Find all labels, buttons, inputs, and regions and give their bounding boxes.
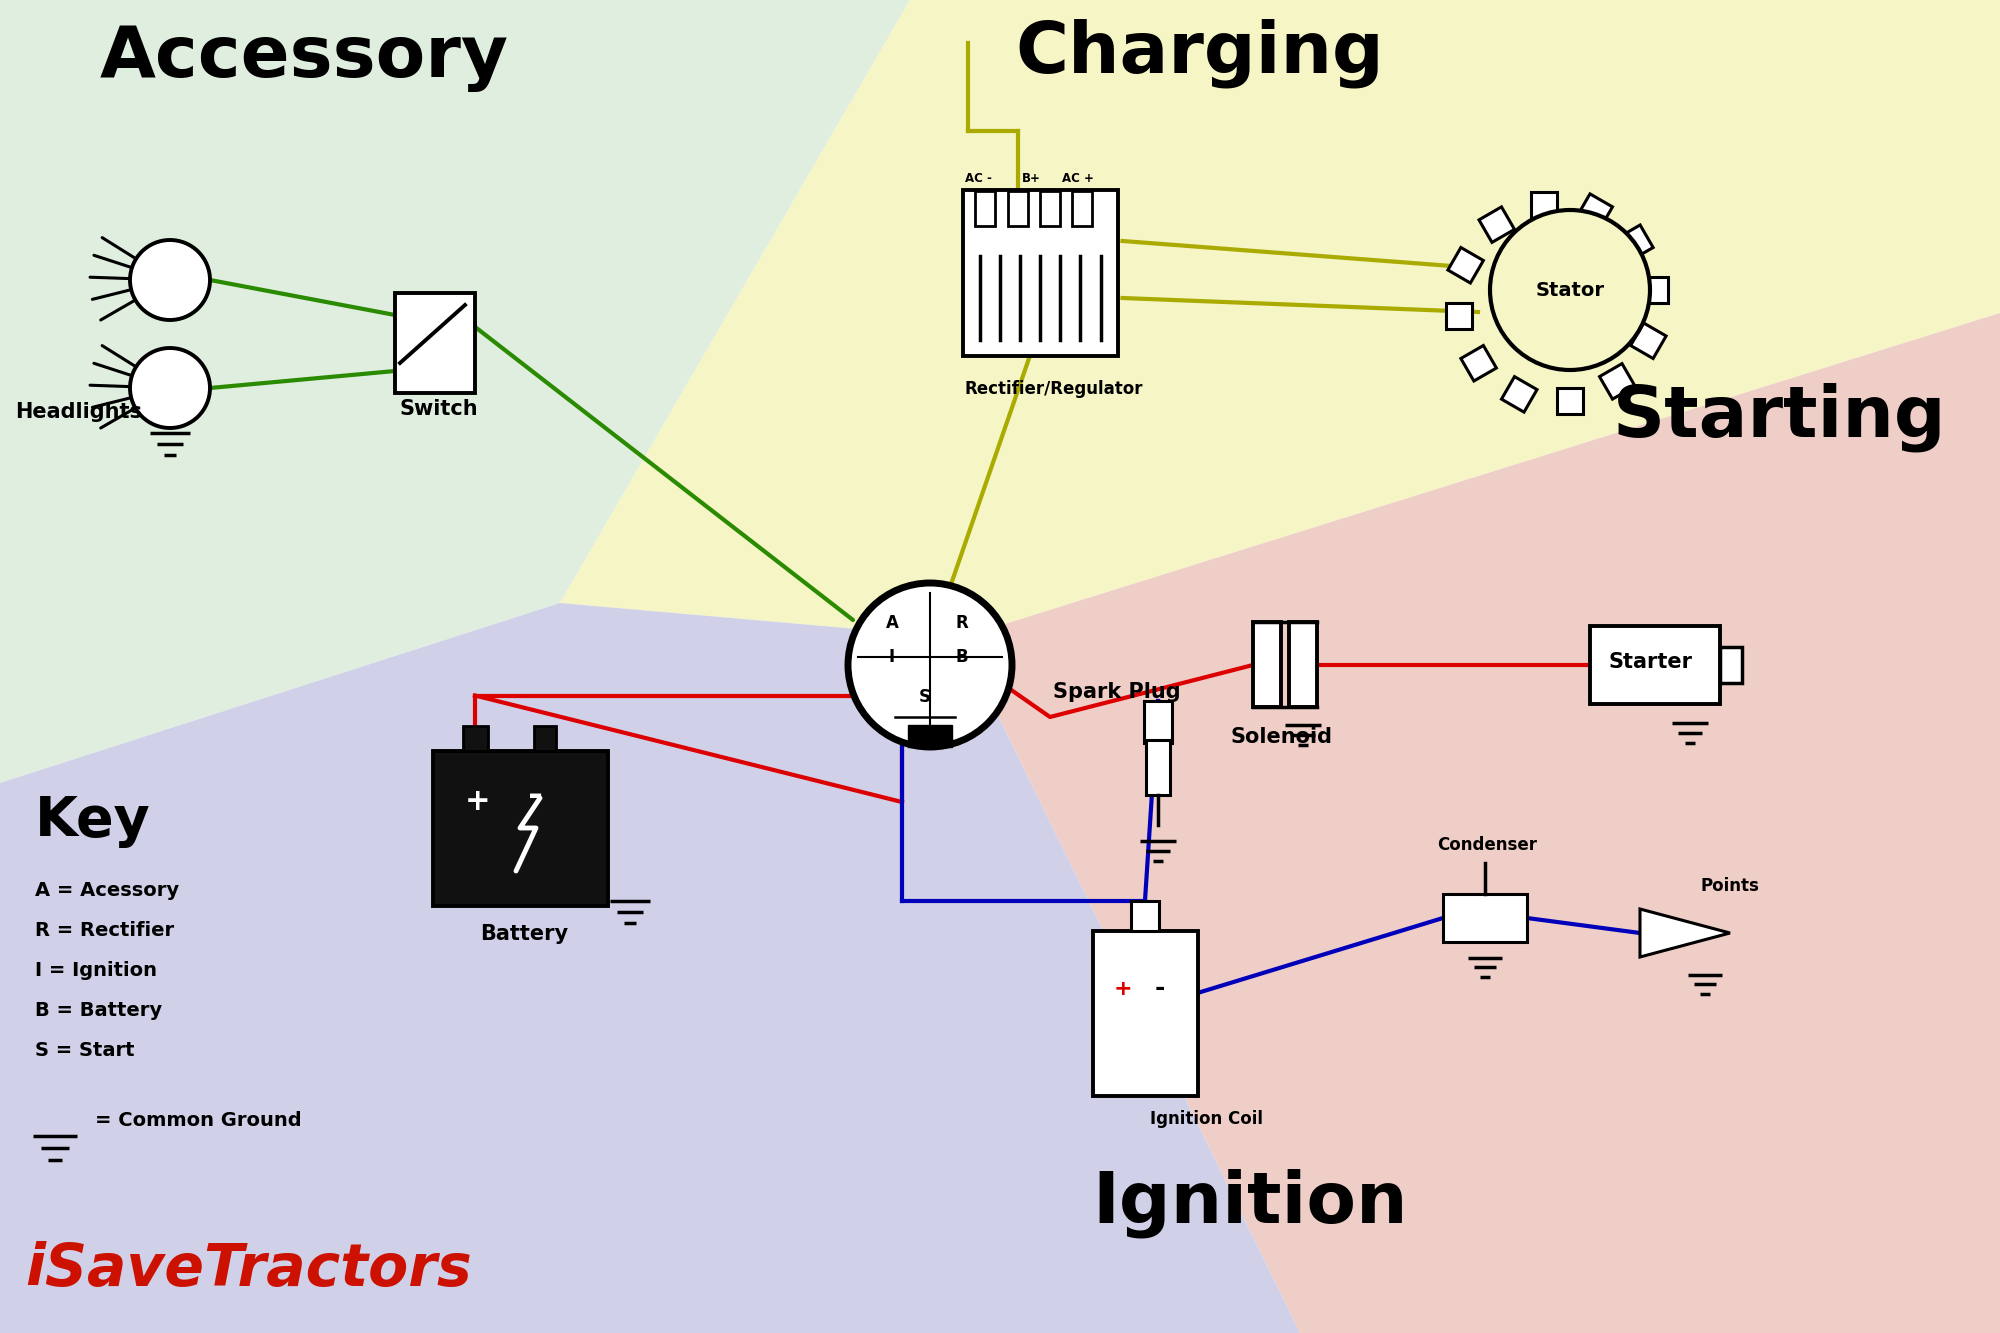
Bar [1556, 388, 1582, 415]
Text: R: R [956, 615, 968, 632]
Bar [1576, 193, 1612, 229]
Bar [462, 725, 488, 750]
Text: +: + [466, 786, 490, 816]
Bar [1448, 248, 1484, 283]
Text: Starter: Starter [1608, 652, 1692, 672]
Bar [1502, 377, 1538, 412]
Text: I = Ignition: I = Ignition [36, 961, 156, 980]
Text: B+: B+ [1022, 172, 1040, 185]
Text: Headlights: Headlights [16, 403, 142, 423]
Text: Rectifier/Regulator: Rectifier/Regulator [964, 380, 1144, 397]
Text: Switch: Switch [400, 399, 478, 419]
Bar [534, 725, 556, 750]
Circle shape [130, 348, 210, 428]
Polygon shape [560, 0, 2000, 639]
Text: -: - [528, 778, 544, 813]
Text: S = Start: S = Start [36, 1041, 134, 1060]
Circle shape [130, 240, 210, 320]
Text: AC +: AC + [1062, 172, 1094, 185]
Text: I: I [888, 648, 896, 666]
Text: Starting: Starting [1614, 383, 1946, 452]
Bar [1144, 701, 1172, 742]
Bar [1008, 191, 1028, 225]
Text: +: + [1114, 978, 1132, 998]
Text: B: B [956, 648, 968, 666]
Polygon shape [0, 603, 1300, 1333]
Text: Ignition Coil: Ignition Coil [1150, 1109, 1264, 1128]
Polygon shape [960, 313, 2000, 1333]
Circle shape [1490, 211, 1650, 371]
Bar [1444, 894, 1528, 942]
Bar [1040, 191, 1060, 225]
Bar [1600, 364, 1636, 399]
Bar [908, 725, 952, 746]
Bar [1460, 345, 1496, 381]
Text: Ignition: Ignition [1092, 1169, 1408, 1238]
Bar [1072, 191, 1092, 225]
Text: Stator: Stator [1536, 280, 1604, 300]
Text: Points: Points [1700, 877, 1758, 894]
Text: Accessory: Accessory [100, 23, 508, 92]
Text: R = Rectifier: R = Rectifier [36, 921, 174, 940]
Text: A = Acessory: A = Acessory [36, 881, 180, 900]
Bar [1288, 623, 1316, 706]
Polygon shape [1640, 909, 1730, 957]
Polygon shape [0, 0, 910, 782]
Text: Condenser: Condenser [1436, 836, 1536, 854]
Text: = Common Ground: = Common Ground [96, 1110, 302, 1130]
Bar [1446, 303, 1472, 329]
Bar [1630, 323, 1666, 359]
Text: B = Battery: B = Battery [36, 1001, 162, 1020]
Text: -: - [1154, 976, 1166, 1000]
Text: Key: Key [36, 794, 150, 848]
Text: iSaveTractors: iSaveTractors [24, 1241, 472, 1298]
Bar [1092, 930, 1198, 1096]
Circle shape [848, 583, 1012, 746]
Text: Solenoid: Solenoid [1230, 726, 1332, 746]
Bar [962, 191, 1118, 356]
Bar [1130, 901, 1158, 930]
Text: Spark Plug: Spark Plug [1052, 682, 1180, 702]
Bar [1590, 627, 1720, 704]
Text: Charging: Charging [1016, 19, 1384, 88]
Bar [432, 750, 608, 905]
Bar [1146, 740, 1170, 794]
Bar [1720, 647, 1742, 682]
Bar [1642, 277, 1668, 303]
Text: A: A [886, 615, 898, 632]
Bar [1530, 192, 1556, 219]
Bar [976, 191, 994, 225]
Bar [1618, 225, 1654, 260]
Bar [1252, 623, 1280, 706]
Bar [1478, 207, 1514, 243]
Bar [396, 293, 476, 393]
Text: S: S [920, 688, 932, 706]
Text: AC -: AC - [964, 172, 992, 185]
Text: Battery: Battery [480, 925, 568, 945]
